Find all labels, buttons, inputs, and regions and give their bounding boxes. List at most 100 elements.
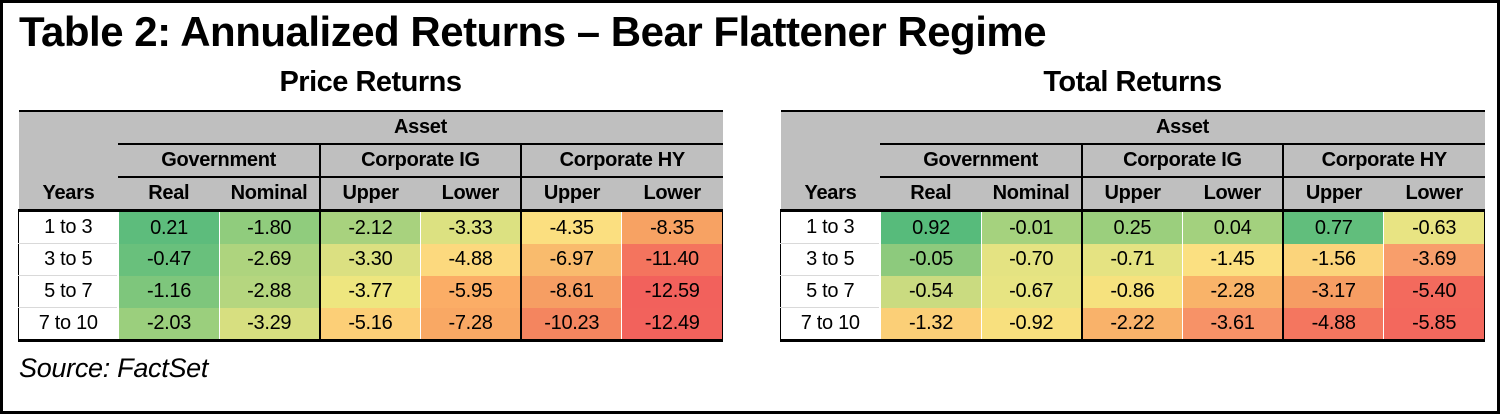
header-spacer xyxy=(780,111,881,145)
price-returns-table: Asset Government Corporate IG Corporate HY Y… xyxy=(18,110,723,343)
group-header-row: Government Corporate IG Corporate HY xyxy=(18,144,723,179)
col-header: Lower xyxy=(621,177,723,213)
col-header: Lower xyxy=(1182,177,1284,213)
years-cell: 3 to 5 xyxy=(18,243,120,277)
group-header-row: Government Corporate IG Corporate HY xyxy=(780,144,1485,179)
years-cell: 7 to 10 xyxy=(780,307,882,341)
value-cell: -1.16 xyxy=(118,275,220,308)
value-cell: -0.67 xyxy=(981,275,1083,308)
value-cell: 0.04 xyxy=(1182,210,1284,244)
value-cell: -0.01 xyxy=(981,210,1083,244)
value-cell: 0.21 xyxy=(118,210,220,244)
years-cell: 1 to 3 xyxy=(18,210,120,245)
column-header-row: Years Real Nominal Upper Lower Upper Lower xyxy=(18,177,723,213)
value-cell: -0.71 xyxy=(1080,243,1183,276)
value-cell: -4.88 xyxy=(1282,307,1385,341)
group-header: Corporate HY xyxy=(1282,144,1485,179)
price-returns-heading: Price Returns xyxy=(279,66,462,99)
value-cell: -3.17 xyxy=(1282,275,1385,308)
value-cell: -2.12 xyxy=(318,210,421,244)
years-header: Years xyxy=(18,177,119,213)
value-cell: 0.25 xyxy=(1080,210,1183,244)
group-header: Corporate HY xyxy=(520,144,723,179)
value-cell: -0.05 xyxy=(880,243,982,276)
table-row: 7 to 10 -1.32 -0.92 -2.22 -3.61 -4.88 -5.85 xyxy=(780,307,1485,341)
value-cell: -0.70 xyxy=(981,243,1083,276)
column-header-row: Years Real Nominal Upper Lower Upper Lower xyxy=(780,177,1485,213)
col-header: Upper xyxy=(1080,177,1183,213)
value-cell: -3.61 xyxy=(1182,307,1284,341)
value-cell: -11.40 xyxy=(621,243,723,276)
years-cell: 7 to 10 xyxy=(18,307,120,341)
col-header: Upper xyxy=(318,177,421,213)
table-row: 7 to 10 -2.03 -3.29 -5.16 -7.28 -10.23 -12.49 xyxy=(18,307,723,341)
years-cell: 1 to 3 xyxy=(780,210,882,245)
value-cell: -3.29 xyxy=(219,307,321,341)
figure-title: Table 2: Annualized Returns – Bear Flatt… xyxy=(19,8,1047,55)
group-header: Government xyxy=(118,144,320,179)
asset-header-row: Asset xyxy=(780,111,1485,146)
value-cell: -0.92 xyxy=(981,307,1083,341)
col-header: Nominal xyxy=(219,177,320,213)
asset-header: Asset xyxy=(880,111,1485,146)
total-returns-table: Asset Government Corporate IG Corporate HY Y… xyxy=(780,110,1485,343)
group-header: Government xyxy=(880,144,1082,179)
table-row: 1 to 3 0.92 -0.01 0.25 0.04 0.77 -0.63 xyxy=(780,210,1485,245)
value-cell: -5.16 xyxy=(318,307,421,341)
source-note: Source: FactSet xyxy=(19,353,209,384)
col-header: Upper xyxy=(520,177,622,213)
col-header: Lower xyxy=(420,177,522,213)
value-cell: -3.33 xyxy=(420,210,522,244)
value-cell: -6.97 xyxy=(520,243,623,276)
header-spacer xyxy=(18,111,119,145)
col-header: Real xyxy=(118,177,220,213)
value-cell: 0.92 xyxy=(880,210,982,244)
col-header: Nominal xyxy=(981,177,1082,213)
value-cell: -12.49 xyxy=(621,307,723,341)
value-cell: -2.03 xyxy=(118,307,220,341)
value-cell: -8.35 xyxy=(621,210,723,244)
value-cell: -1.56 xyxy=(1282,243,1385,276)
value-cell: -0.86 xyxy=(1080,275,1183,308)
col-header: Real xyxy=(880,177,982,213)
value-cell: -1.32 xyxy=(880,307,982,341)
value-cell: -2.28 xyxy=(1182,275,1284,308)
value-cell: -3.77 xyxy=(318,275,421,308)
value-cell: -3.30 xyxy=(318,243,421,276)
value-cell: -2.88 xyxy=(219,275,321,308)
value-cell: -10.23 xyxy=(520,307,623,341)
value-cell: -12.59 xyxy=(621,275,723,308)
table-row: 3 to 5 -0.47 -2.69 -3.30 -4.88 -6.97 -11.40 xyxy=(18,243,723,277)
value-cell: -5.40 xyxy=(1383,275,1485,308)
value-cell: -5.95 xyxy=(420,275,522,308)
asset-header-row: Asset xyxy=(18,111,723,146)
value-cell: 0.77 xyxy=(1282,210,1385,244)
value-cell: -2.69 xyxy=(219,243,321,276)
value-cell: -1.80 xyxy=(219,210,321,244)
years-cell: 5 to 7 xyxy=(18,275,120,309)
col-header: Lower xyxy=(1383,177,1485,213)
value-cell: -7.28 xyxy=(420,307,522,341)
tables-row: Price Returns Asset Government Corporate I… xyxy=(3,56,1497,343)
value-cell: -5.85 xyxy=(1383,307,1485,341)
price-returns-section: Price Returns Asset Government Corporate I… xyxy=(18,56,723,343)
value-cell: -0.47 xyxy=(118,243,220,276)
table-row: 3 to 5 -0.05 -0.70 -0.71 -1.45 -1.56 -3.69 xyxy=(780,243,1485,277)
col-header: Upper xyxy=(1282,177,1384,213)
table-row: 5 to 7 -0.54 -0.67 -0.86 -2.28 -3.17 -5.40 xyxy=(780,275,1485,309)
total-returns-section: Total Returns Asset Government Corporate I… xyxy=(780,56,1485,343)
value-cell: -3.69 xyxy=(1383,243,1485,276)
asset-header: Asset xyxy=(118,111,723,146)
header-spacer xyxy=(18,144,119,178)
years-header: Years xyxy=(780,177,881,213)
value-cell: -0.54 xyxy=(880,275,982,308)
value-cell: -1.45 xyxy=(1182,243,1284,276)
table-row: 5 to 7 -1.16 -2.88 -3.77 -5.95 -8.61 -12.59 xyxy=(18,275,723,309)
years-cell: 5 to 7 xyxy=(780,275,882,309)
value-cell: -4.35 xyxy=(520,210,623,244)
years-cell: 3 to 5 xyxy=(780,243,882,277)
group-header: Corporate IG xyxy=(318,144,522,179)
value-cell: -2.22 xyxy=(1080,307,1183,341)
value-cell: -0.63 xyxy=(1383,210,1485,244)
